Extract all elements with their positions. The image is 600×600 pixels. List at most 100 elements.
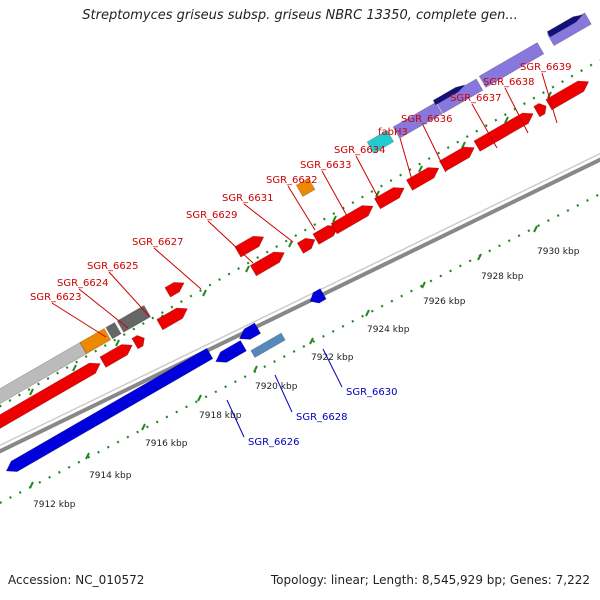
forward-gene-label: SGR_6627 [132, 237, 184, 248]
reverse-gene-arrow-3 [215, 339, 247, 363]
forward-callout-line-6 [287, 185, 316, 231]
forward-callout-line-5 [243, 203, 294, 243]
feature-block-6 [392, 102, 443, 139]
navy-gene-1 [432, 84, 466, 106]
forward-gene-arrow-3 [156, 307, 188, 331]
forward-gene-label: SGR_6625 [87, 261, 139, 272]
feature-block-8 [478, 42, 545, 88]
scale-tick-label: 7928 kbp [481, 272, 524, 282]
forward-callout-line-7 [321, 170, 348, 217]
forward-gene-label: SGR_6636 [401, 114, 453, 125]
forward-gene-label: SGR_6624 [57, 278, 109, 289]
genome-stats-text: Topology: linear; Length: 8,545,929 bp; … [270, 573, 590, 587]
scale-tick-label: 7930 kbp [537, 247, 580, 257]
reverse-gene-label: SGR_6630 [346, 387, 398, 398]
forward-major-tick-12 [547, 91, 552, 99]
forward-gene-arrow-small-1 [164, 282, 185, 298]
scale-tick-label: 7912 kbp [33, 500, 76, 510]
forward-major-tick-6 [288, 240, 293, 248]
forward-gene-label: SGR_6639 [520, 62, 572, 73]
navy-gene-2 [546, 14, 584, 38]
forward-callout-line-9 [399, 137, 415, 188]
forward-callout-line-13 [541, 72, 558, 124]
scale-tick-label: 7920 kbp [255, 382, 298, 392]
forward-gene-arrow-5 [296, 237, 316, 254]
forward-gene-arrow-8 [373, 187, 405, 210]
forward-gene-arrow-small-2 [234, 235, 265, 258]
scale-major-tick-0 [29, 481, 34, 489]
scale-tick-label: 7918 kbp [199, 411, 242, 421]
scale-major-tick-7 [421, 281, 426, 289]
backbone-line [0, 157, 600, 454]
forward-major-tick-11 [504, 116, 509, 124]
scale-major-tick-9 [533, 225, 538, 233]
reverse-gene-label: SGR_6626 [248, 437, 300, 448]
forward-callout-line-3 [153, 247, 202, 290]
map-title: Streptomyces griseus subsp. griseus NBRC… [82, 8, 518, 23]
forward-gene-label: SGR_6633 [300, 160, 352, 171]
scale-major-tick-6 [365, 309, 370, 317]
forward-gene-arrow-12 [533, 103, 547, 118]
forward-gene-label: SGR_6629 [186, 210, 238, 221]
reverse-callout-line-1 [274, 374, 293, 413]
forward-gene-arrow-7 [330, 205, 374, 235]
scale-major-tick-1 [85, 452, 90, 460]
feature-block-5 [366, 130, 395, 154]
forward-gene-label: SGR_6631 [222, 193, 274, 204]
feature-block-1 [79, 327, 112, 355]
forward-major-tick-9 [418, 165, 423, 173]
reverse-gene-arrow-0 [5, 347, 214, 473]
forward-gene-label: fabH3 [378, 127, 408, 138]
forward-tick-row [0, 59, 600, 408]
forward-major-tick-5 [245, 265, 250, 273]
scale-tick-label: 7926 kbp [423, 297, 466, 307]
scale-tick-label: 7924 kbp [367, 325, 410, 335]
reverse-gene-arrow-2 [309, 288, 327, 304]
scale-major-tick-8 [477, 253, 482, 261]
forward-gene-arrow-1 [99, 344, 133, 368]
scale-major-tick-4 [253, 365, 258, 373]
feature-block-2 [105, 321, 122, 340]
scale-tick-label: 7914 kbp [89, 471, 132, 481]
forward-callout-line-11 [471, 103, 498, 149]
forward-major-tick-10 [461, 141, 466, 149]
forward-gene-arrow-11 [473, 112, 534, 152]
forward-callout-line-10 [422, 124, 447, 173]
reverse-gene-label: SGR_6628 [296, 412, 348, 423]
reverse-gene-arrow-1 [238, 322, 262, 340]
forward-gene-arrow-10 [438, 146, 475, 172]
forward-callout-line-4 [207, 220, 254, 264]
feature-block-4 [295, 177, 316, 197]
forward-major-tick-2 [115, 339, 120, 347]
forward-major-tick-1 [72, 364, 77, 372]
forward-major-tick-7 [332, 215, 337, 223]
forward-gene-arrow-4 [249, 251, 285, 277]
forward-gene-label: SGR_6637 [450, 93, 502, 104]
forward-gene-label: SGR_6632 [266, 175, 318, 186]
forward-gene-label: SGR_6638 [483, 77, 535, 88]
forward-gene-arrow-13 [545, 80, 590, 111]
forward-major-tick-0 [29, 388, 34, 396]
steel-feature [250, 332, 286, 358]
scale-major-tick-3 [197, 394, 202, 402]
forward-callout-line-2 [108, 271, 150, 317]
forward-major-tick-8 [375, 190, 380, 198]
reverse-callout-line-0 [226, 399, 245, 438]
forward-callout-line-12 [504, 87, 529, 134]
forward-gene-arrow-9 [405, 167, 440, 191]
forward-callout-line-8 [355, 155, 381, 202]
forward-gene-arrow-0 [0, 362, 101, 429]
backbone-highlight [0, 152, 600, 447]
forward-gene-arrow-2 [131, 335, 145, 350]
forward-gene-label: SGR_6634 [334, 145, 386, 156]
scale-tick-label: 7922 kbp [311, 353, 354, 363]
scale-major-tick-5 [309, 337, 314, 345]
forward-gene-label: SGR_6623 [30, 292, 82, 303]
forward-major-tick-4 [202, 289, 207, 297]
reverse-callout-line-2 [322, 348, 343, 388]
forward-callout-line-1 [78, 288, 129, 329]
forward-callout-line-0 [51, 302, 107, 338]
accession-text: Accession: NC_010572 [8, 573, 145, 587]
scale-tick-label: 7916 kbp [145, 439, 188, 449]
